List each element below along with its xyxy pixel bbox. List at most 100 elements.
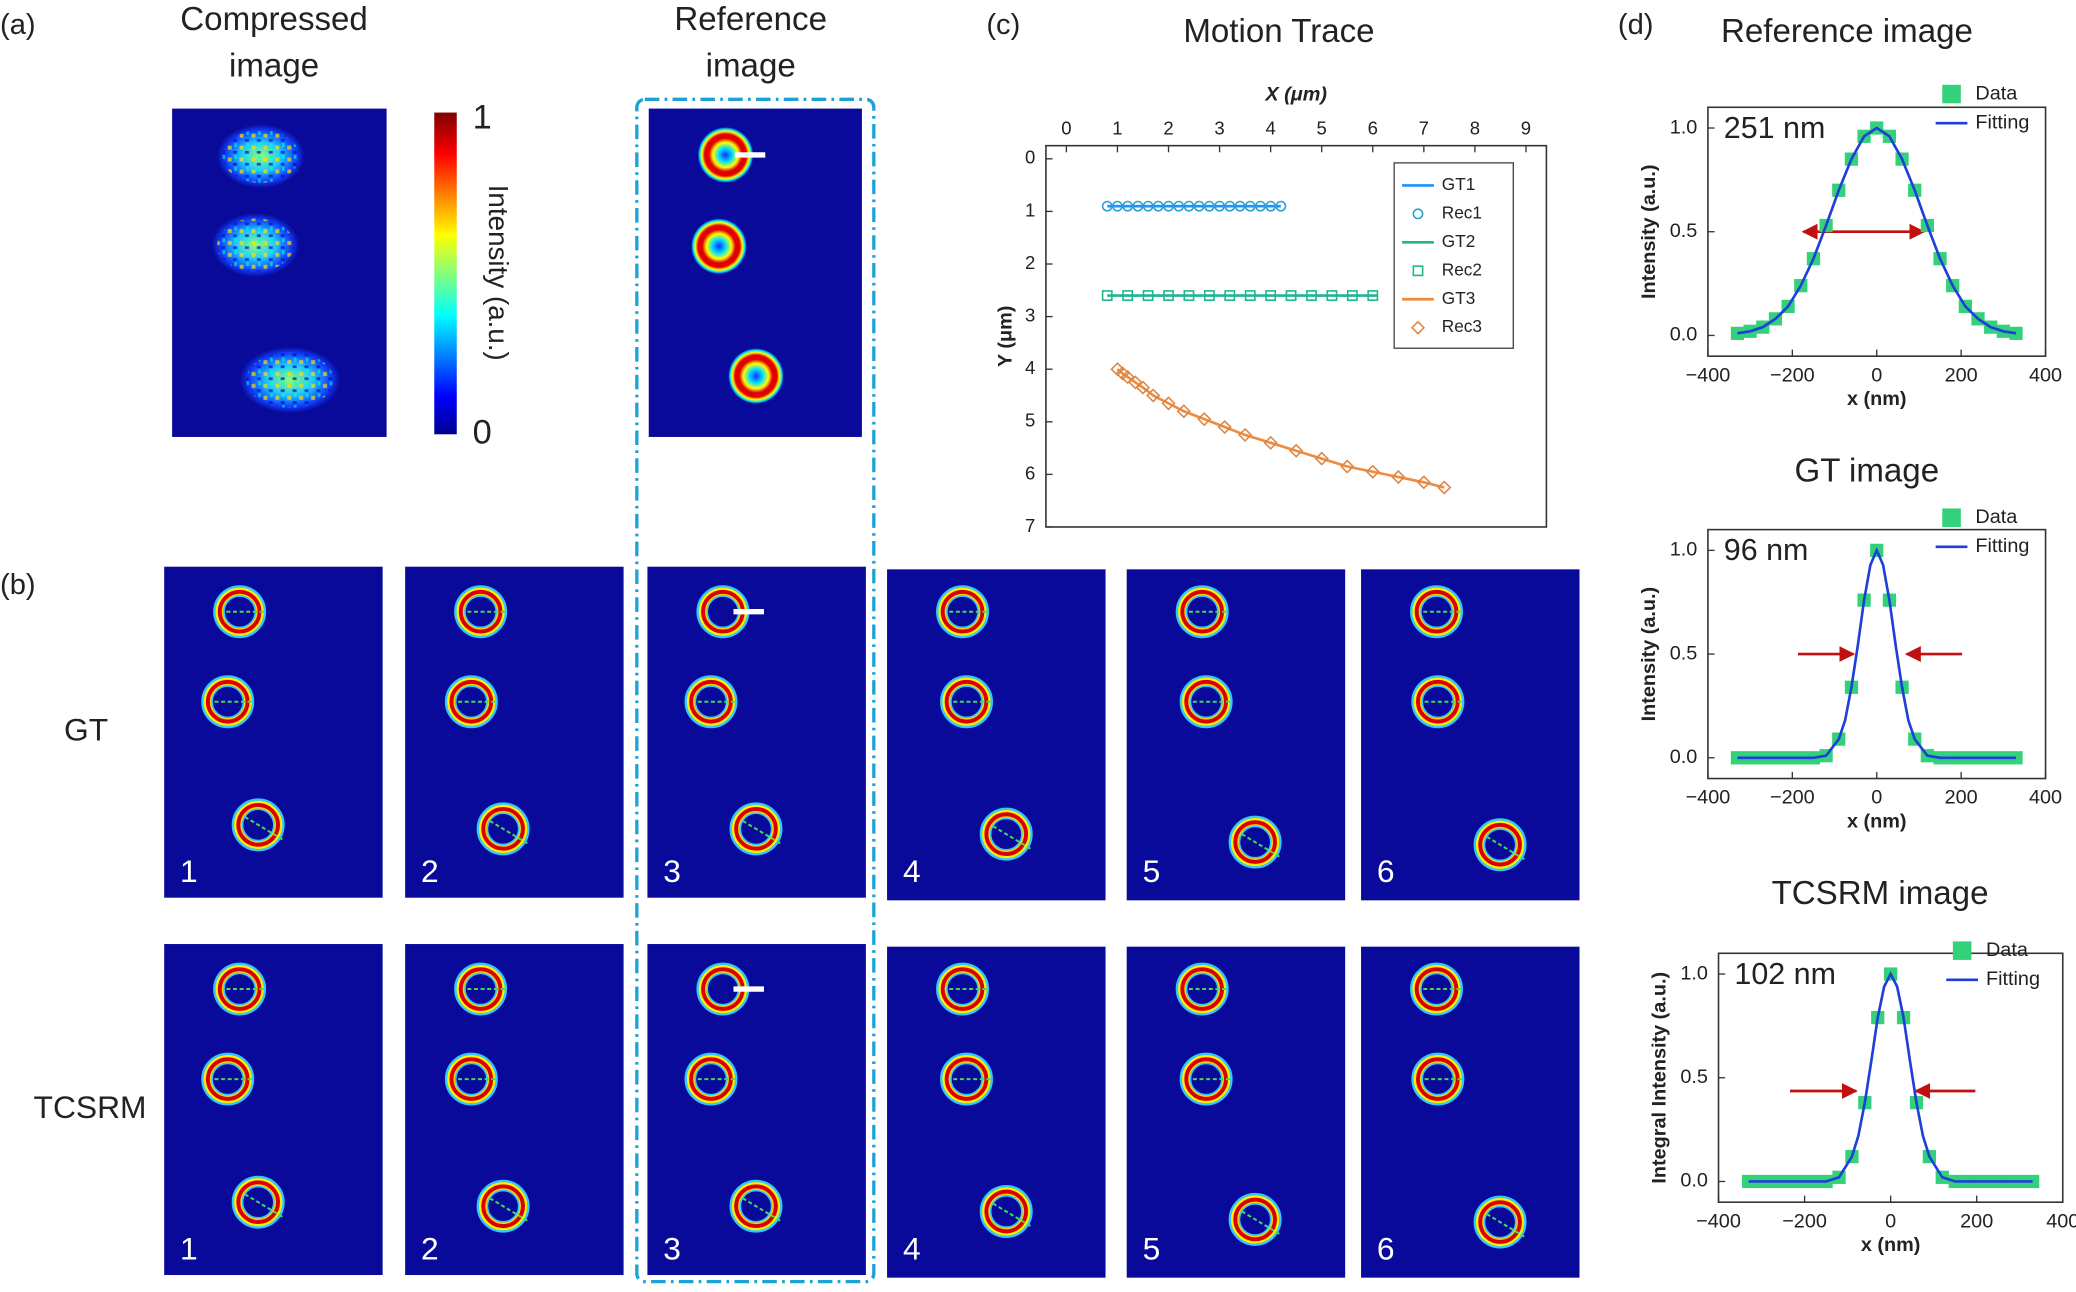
ring-layer: [979, 1184, 1033, 1238]
ring-layer: [1483, 1205, 1517, 1239]
x-tick-label: −400: [1686, 787, 1731, 809]
frame: 6: [1361, 569, 1580, 901]
marker: [1193, 200, 1205, 212]
ring-layer: [936, 585, 990, 639]
frame: 3: [647, 944, 866, 1276]
frame: 2: [405, 944, 624, 1276]
ring-layer: [989, 817, 1023, 851]
frame: 1: [164, 566, 383, 898]
x-tick-label: 7: [1419, 118, 1429, 139]
marker: [1412, 265, 1424, 277]
frame-number: 6: [1377, 1231, 1395, 1267]
marker: [1120, 370, 1135, 385]
ring-layer: [940, 1052, 993, 1106]
x-tick-label: 400: [2029, 364, 2062, 386]
frame-number: 3: [663, 1231, 681, 1267]
x-tick-label: 400: [2046, 1210, 2076, 1232]
x-tick-label: 200: [1960, 1210, 1993, 1232]
marker: [1314, 451, 1329, 466]
ring-layer: [684, 1052, 738, 1106]
legend-label: GT2: [1442, 231, 1475, 251]
ring-layer: [444, 675, 498, 729]
x-tick-label: −200: [1770, 364, 1815, 386]
marker: [1952, 941, 1972, 960]
ring-layer: [988, 816, 1025, 853]
x-tick-label: 6: [1368, 118, 1378, 139]
marker: [1152, 200, 1164, 212]
ring-layer: [486, 812, 520, 846]
ring-layer: [476, 1179, 530, 1233]
trace-line: [1241, 833, 1283, 859]
frame-number: 5: [1143, 1231, 1161, 1267]
marker: [1416, 475, 1431, 490]
ring-layer: [1482, 826, 1519, 863]
trace-line: [489, 1197, 531, 1223]
marker: [1161, 396, 1176, 411]
ring-layer: [1175, 962, 1229, 1016]
x-tick-label: 200: [1945, 787, 1978, 809]
y-tick-label: 0.0: [1680, 1170, 1708, 1192]
chart-title: Motion Trace: [1183, 13, 1374, 50]
y-tick-label: 0: [1025, 147, 1035, 168]
blobs: [211, 124, 341, 414]
y-tick-label: 1.0: [1670, 539, 1698, 561]
speckle: [217, 218, 294, 272]
ring-layer: [1483, 828, 1517, 862]
ring-layer: [982, 1187, 1031, 1236]
ring-layer: [485, 1188, 522, 1225]
marker: [1142, 290, 1154, 301]
ring-layer: [236, 803, 281, 847]
image-title: Compressed: [180, 1, 368, 38]
ring-layer: [1228, 1192, 1282, 1246]
ring: [691, 218, 747, 275]
x-tick-label: −200: [1770, 787, 1815, 809]
y-tick-label: 5: [1025, 410, 1035, 431]
ring-layer: [240, 1184, 277, 1221]
ring-layer: [1478, 822, 1522, 867]
x-tick-label: 9: [1521, 118, 1531, 139]
ring-layer: [481, 1184, 525, 1229]
marker: [1101, 290, 1113, 301]
ring: [697, 127, 754, 183]
ring-layer: [1179, 1052, 1233, 1106]
legend-label: Rec2: [1442, 259, 1482, 279]
frame-image: [164, 566, 383, 898]
colorbar: [434, 112, 457, 435]
ring-layer: [1233, 1197, 1277, 1242]
ring-layer: [734, 1184, 778, 1229]
x-tick-label: 2: [1163, 118, 1173, 139]
marker: [1942, 508, 1961, 527]
ring-layer: [1411, 675, 1465, 729]
ring-layer: [481, 806, 525, 851]
legend-label: Fitting: [1975, 535, 2029, 557]
ring-layer: [1410, 585, 1463, 639]
frame-number: 3: [663, 853, 681, 889]
ring-layer: [1179, 675, 1233, 729]
marker: [1224, 290, 1236, 301]
marker: [1275, 200, 1287, 212]
y-tick-label: 3: [1025, 304, 1035, 325]
ring-layer: [1238, 1202, 1272, 1236]
marker: [1128, 375, 1143, 390]
ring-layer: [213, 962, 267, 1016]
ring-layer: [988, 1193, 1025, 1230]
ring-layer: [734, 806, 778, 851]
panel-label: (b): [0, 569, 36, 601]
marker: [1217, 419, 1232, 435]
ring-layer: [1237, 824, 1274, 861]
y-axis-label: Y (μm): [994, 306, 1016, 367]
series-line: [1737, 547, 2017, 760]
ring-layer: [241, 808, 275, 842]
marker: [1203, 200, 1215, 212]
marker: [1410, 320, 1426, 335]
marker: [1263, 435, 1278, 450]
frame: 2: [405, 566, 624, 898]
frame: 6: [1361, 946, 1580, 1278]
x-tick-label: 3: [1214, 118, 1224, 139]
ring-layer: [979, 807, 1033, 861]
frame-number: 1: [180, 853, 198, 889]
frame-image: [1361, 569, 1580, 901]
chart: TCSRM image −400 −200 0 200 400 x (nm) 0.0 0.5 1.…: [1649, 875, 2076, 1256]
trace-line: [1486, 835, 1528, 862]
fwhm-label: 251 nm: [1724, 111, 1826, 145]
